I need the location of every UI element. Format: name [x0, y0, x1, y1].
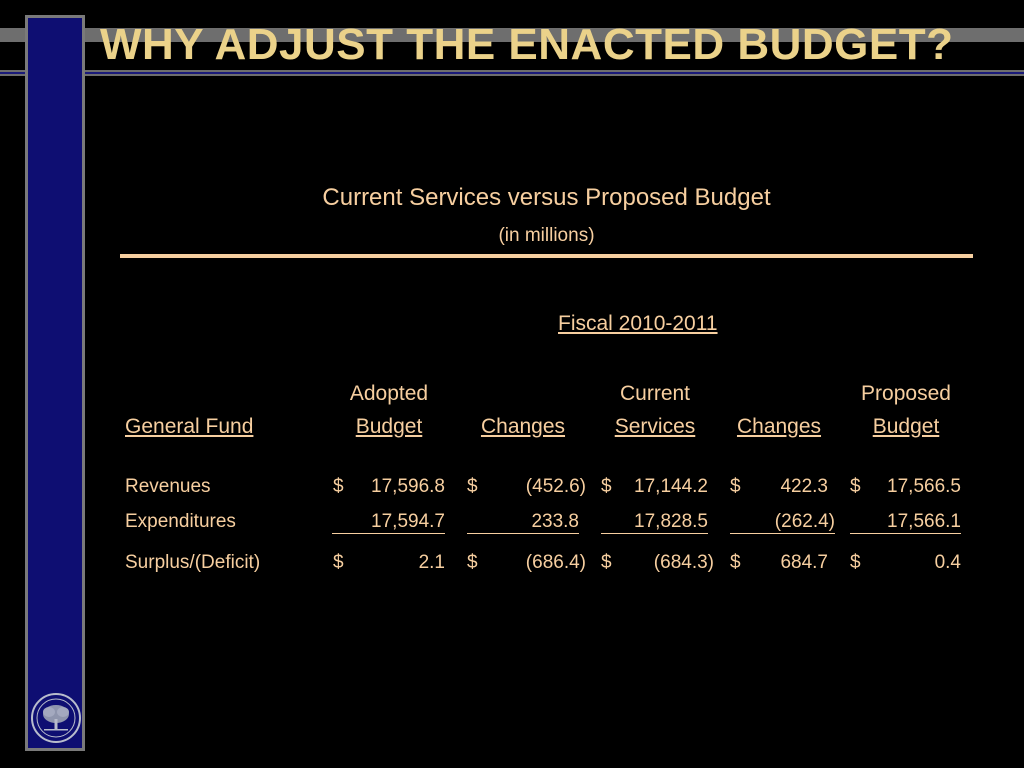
- header-proposed-top: Proposed: [861, 382, 951, 405]
- revenues-changes1: (452.6): [525, 476, 586, 497]
- fiscal-year-heading: Fiscal 2010-2011: [558, 312, 718, 335]
- dollar-sign: $: [850, 552, 861, 573]
- header-current-top: Current: [619, 382, 691, 405]
- units-note: (in millions): [498, 225, 595, 246]
- surplus-adopted: 2.1: [418, 552, 445, 573]
- surplus-proposed: 0.4: [934, 552, 961, 573]
- dollar-sign: $: [601, 552, 612, 573]
- revenues-changes2: 422.3: [780, 476, 828, 497]
- header-adopted-bottom: Budget: [355, 415, 423, 438]
- header-general-fund: General Fund: [125, 415, 254, 438]
- dollar-sign: $: [850, 476, 861, 497]
- expenditures-proposed: 17,566.1: [850, 511, 961, 534]
- surplus-changes1: (686.4): [525, 552, 586, 573]
- dollar-sign: $: [601, 476, 612, 497]
- header-adopted-top: Adopted: [349, 382, 429, 405]
- surplus-changes2: 684.7: [780, 552, 828, 573]
- expenditures-changes1: 233.8: [467, 511, 579, 534]
- expenditures-adopted: 17,594.7: [332, 511, 445, 534]
- slide-title: WHY ADJUST THE ENACTED BUDGET?: [100, 20, 954, 69]
- dollar-sign: $: [467, 476, 478, 497]
- header-changes-1: Changes: [480, 415, 566, 438]
- row-label-revenues: Revenues: [125, 476, 211, 497]
- revenues-adopted: 17,596.8: [371, 476, 445, 497]
- dollar-sign: $: [467, 552, 478, 573]
- table-subtitle: Current Services versus Proposed Budget: [322, 184, 771, 211]
- expenditures-current: 17,828.5: [601, 511, 708, 534]
- revenues-current: 17,144.2: [634, 476, 708, 497]
- subtitle-rule: [120, 254, 973, 258]
- left-sidebar-bar: [25, 15, 85, 751]
- row-label-expenditures: Expenditures: [125, 511, 236, 532]
- header-proposed-bottom: Budget: [872, 415, 940, 438]
- row-label-surplus-deficit: Surplus/(Deficit): [125, 552, 261, 573]
- top-gray-band: [0, 28, 1024, 42]
- header-current-bottom: Services: [614, 415, 696, 438]
- seal-logo-icon: [31, 693, 81, 743]
- dollar-sign: $: [730, 476, 741, 497]
- title-underline-blue: [0, 72, 1024, 74]
- dollar-sign: $: [333, 476, 344, 497]
- expenditures-changes2: (262.4): [730, 511, 835, 534]
- header-changes-2: Changes: [736, 415, 822, 438]
- dollar-sign: $: [730, 552, 741, 573]
- revenues-proposed: 17,566.5: [887, 476, 961, 497]
- dollar-sign: $: [333, 552, 344, 573]
- surplus-current: (684.3): [653, 552, 714, 573]
